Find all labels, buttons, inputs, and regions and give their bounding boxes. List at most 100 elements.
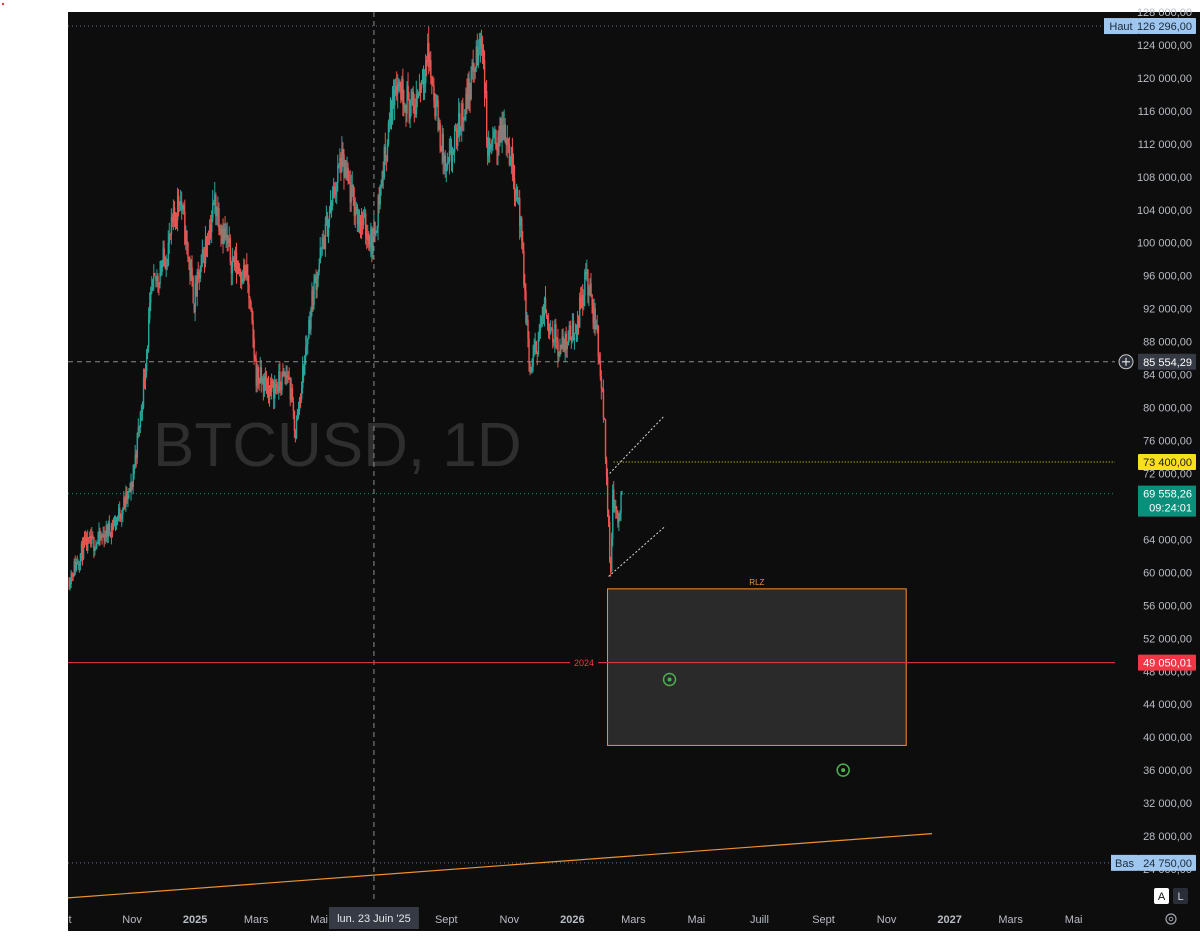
candle-body (430, 60, 432, 78)
support-label: 2024 (574, 658, 594, 668)
target-circle-2[interactable] (836, 763, 850, 777)
candle-body (295, 419, 298, 439)
candle-body (225, 234, 227, 238)
candle-body (173, 207, 176, 218)
candle-body (530, 371, 532, 373)
candle-body (612, 489, 614, 539)
candle-body (269, 385, 272, 392)
time-tick-label: Mars (998, 914, 1023, 926)
candle-body (421, 79, 424, 82)
candle-body (617, 513, 619, 523)
candle-body (339, 157, 341, 166)
candle-body (371, 228, 373, 255)
candle-body (250, 301, 252, 309)
candle-body (265, 380, 268, 394)
crosshair-date-label-bg (328, 907, 419, 929)
candle-body (274, 384, 276, 399)
candle-body (69, 584, 71, 588)
candle-body (279, 371, 281, 384)
candle-body (263, 376, 266, 392)
candle-body (586, 269, 588, 275)
candle-body (521, 218, 523, 242)
candle-body (246, 265, 248, 275)
candle-body (414, 110, 417, 115)
candle-body (123, 497, 125, 509)
candle-body (237, 266, 240, 271)
candle-body (86, 537, 88, 551)
candle-body (361, 221, 364, 225)
candle-body (413, 104, 416, 111)
candle-body (385, 157, 388, 161)
candle-body (567, 330, 570, 346)
candle-body (377, 196, 379, 228)
time-tick-label: Nov (122, 914, 142, 926)
candle-body (324, 223, 327, 250)
time-tick-label: Sept (812, 914, 835, 926)
candle-body (293, 410, 296, 431)
candle-body (583, 295, 585, 306)
candle-body (219, 230, 221, 232)
candle-body (68, 580, 70, 588)
candle-body (331, 189, 334, 206)
candle-body (280, 383, 282, 390)
candle-body (105, 525, 108, 538)
time-axis[interactable]: t Nov 2025 Mars Mai Sept Nov 2026 Mars Mai Juill Se… (68, 907, 1083, 929)
plot-background[interactable] (68, 12, 1200, 931)
candle-body (235, 252, 238, 272)
candle-body (108, 522, 111, 532)
high-tag: Haut (1109, 21, 1132, 33)
support-price-label-bg (1138, 654, 1196, 671)
candle-body (175, 218, 178, 221)
candle-body (526, 320, 528, 323)
candle-body (478, 47, 481, 49)
settings-gear-icon[interactable] (1165, 913, 1177, 925)
price-axis[interactable]: 128 000,00 124 000,00 120 000,00 116 000,00… (1137, 7, 1192, 876)
candle-body (554, 324, 556, 342)
candle-body (234, 252, 237, 267)
auto-scale-button[interactable] (1154, 888, 1169, 904)
candle-body (97, 539, 99, 544)
candle-body (283, 371, 285, 374)
target-circle-1[interactable] (662, 672, 677, 687)
candle-body (200, 254, 203, 267)
price-tick-label: 80 000,00 (1143, 403, 1192, 415)
candle-body (570, 339, 573, 342)
candle-body (287, 377, 289, 379)
candle-body (121, 514, 123, 519)
candle-body (375, 231, 377, 233)
time-tick-label: t (68, 914, 71, 926)
time-tick-label: Mai (1065, 914, 1083, 926)
candle-body (613, 489, 615, 508)
candle-body (401, 78, 403, 100)
time-tick-label: 2027 (937, 914, 961, 926)
candle-body (192, 277, 194, 304)
candle-body (285, 375, 287, 378)
rlz-zone-box[interactable] (607, 588, 907, 746)
candle-body (271, 380, 273, 392)
candle-body (543, 297, 546, 317)
candle-body (485, 90, 488, 140)
candle-body (317, 271, 319, 279)
candle-body (449, 150, 452, 152)
candle-body (409, 102, 411, 119)
candle-body (110, 525, 113, 538)
candle-body (133, 465, 135, 475)
log-scale-button[interactable] (1173, 888, 1188, 904)
candle-body (541, 306, 544, 319)
low-tag-bg (1111, 854, 1138, 871)
candle-body (321, 237, 324, 248)
candle-body (315, 276, 317, 290)
candle-body (365, 213, 367, 237)
candle-body (538, 330, 541, 340)
candle-body (251, 308, 253, 321)
candle-body (242, 280, 244, 283)
candle-body (592, 304, 594, 324)
candle-body (509, 161, 512, 165)
candle-body (114, 519, 117, 526)
candle-body (384, 147, 387, 158)
price-tick-label: 36 000,00 (1143, 765, 1192, 777)
candle-body (587, 269, 589, 296)
price-tick-label: 72 000,00 (1143, 468, 1192, 480)
